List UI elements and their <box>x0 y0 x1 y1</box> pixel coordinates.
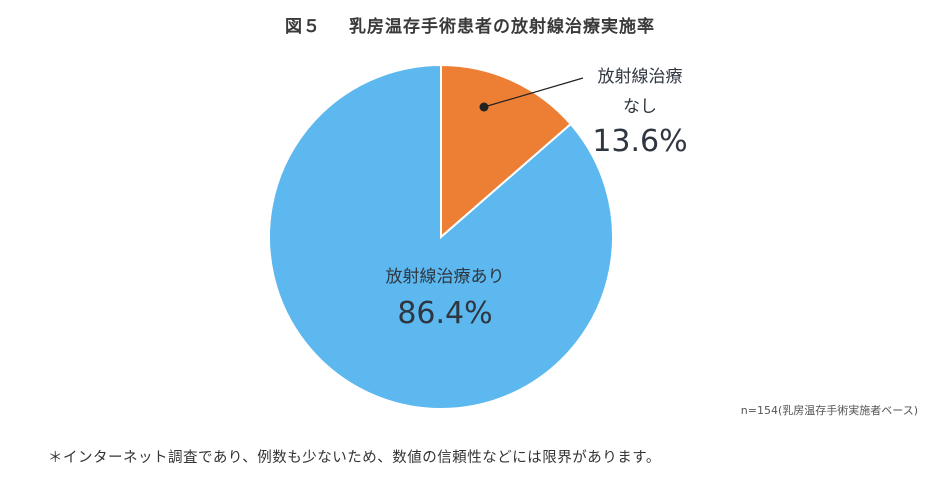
leader-line <box>483 77 584 108</box>
figure-number: 図５ <box>285 17 321 37</box>
slice-value-yes: 86.4% <box>397 296 493 331</box>
slice-label-no-line2: なし <box>623 97 657 117</box>
footnote: ＊インターネット調査であり、例数も少ないため、数値の信頼性などには限界があります… <box>48 450 661 466</box>
leader-dot-icon <box>479 102 489 112</box>
chart-title: 図５ 乳房温存手術患者の放射線治療実施率 <box>0 12 940 37</box>
slice-label-no-line1: 放射線治療 <box>597 67 683 87</box>
slice-label-yes: 放射線治療あり <box>385 267 505 287</box>
figure-title-text: 乳房温存手術患者の放射線治療実施率 <box>349 17 655 37</box>
slice-radiation <box>268 63 614 410</box>
sample-size-note: n=154(乳房温存手術実施者ベース) <box>740 404 918 417</box>
slice-no-radiation <box>440 63 573 240</box>
slice-value-no: 13.6% <box>592 124 688 159</box>
